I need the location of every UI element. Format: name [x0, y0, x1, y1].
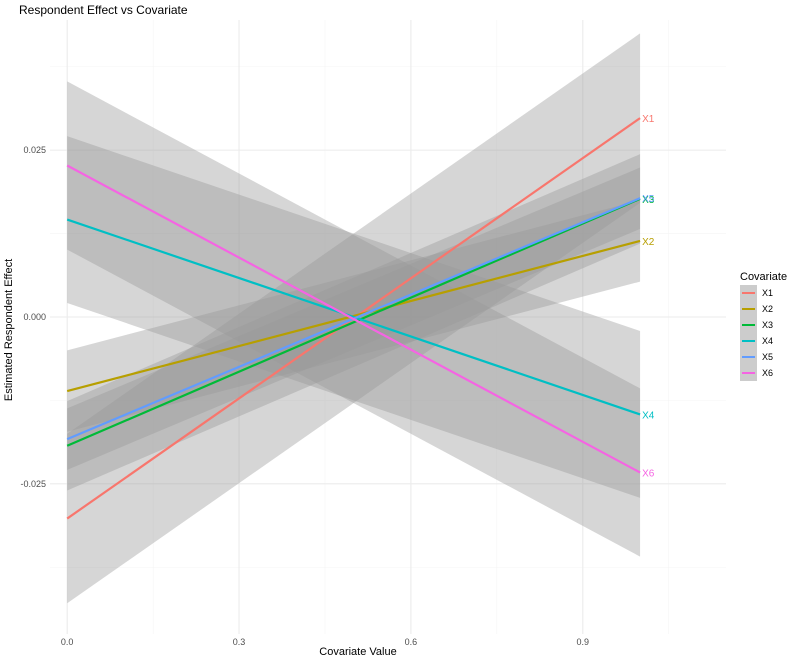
end-label-x1: X1: [642, 114, 655, 125]
legend-label-x3: X3: [762, 320, 773, 330]
x-axis-ticks: 0.0 0.3 0.6 0.9: [61, 637, 589, 647]
series-line-x6: [66, 164, 641, 474]
end-label-x6: X6: [642, 468, 655, 479]
legend-items: X1 X2 X3 X4 X5 X6: [740, 285, 773, 381]
legend-label-x6: X6: [762, 368, 773, 378]
y-tick-label: 0.025: [23, 145, 46, 155]
y-tick-label: 0.000: [23, 312, 46, 322]
series-lines: [66, 117, 641, 520]
grid-minor: [50, 20, 726, 634]
chart-title: Respondent Effect vs Covariate: [19, 3, 188, 17]
y-tick-label: -0.025: [20, 479, 46, 489]
end-label-x5: X5: [642, 194, 655, 205]
y-axis-title: Estimated Respondent Effect: [3, 259, 15, 401]
end-label-x2: X2: [642, 237, 655, 248]
legend-label-x2: X2: [762, 304, 773, 314]
series-line-x4: [66, 218, 641, 416]
x-axis-title: Covariate Value: [319, 646, 396, 658]
legend: Covariate X1 X2 X3 X4 X5 X6: [740, 271, 787, 381]
x-tick-label: 0.3: [233, 637, 246, 647]
series-line-x3: [66, 197, 641, 447]
legend-label-x4: X4: [762, 336, 773, 346]
grid-major: [50, 20, 726, 634]
legend-label-x5: X5: [762, 352, 773, 362]
end-label-x3: X3: [642, 195, 655, 206]
x-tick-label: 0.6: [405, 637, 418, 647]
x-tick-label: 0.9: [577, 637, 590, 647]
x-tick-label: 0.0: [61, 637, 74, 647]
legend-label-x1: X1: [762, 288, 773, 298]
y-axis-ticks: -0.025 0.000 0.025: [20, 145, 46, 489]
legend-title: Covariate: [740, 271, 787, 283]
end-label-x4: X4: [642, 410, 655, 421]
series-end-labels: X1 X2 X3 X4 X5 X6: [642, 114, 655, 479]
